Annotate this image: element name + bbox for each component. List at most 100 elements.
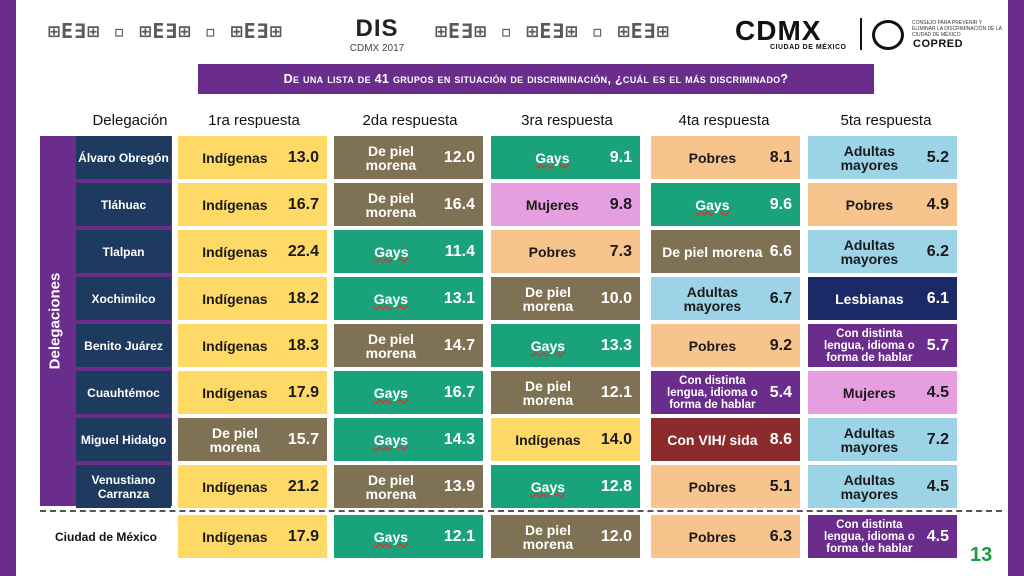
table-cell: Indígenas 21.2	[178, 465, 327, 508]
cell-group-label: Con distinta lengua, idioma o forma de h…	[824, 518, 915, 555]
table-cell: Adultas mayores 7.2	[808, 418, 957, 461]
cell-group-label: Gays	[530, 478, 566, 495]
cell-group-label: Con distinta lengua, idioma o forma de h…	[667, 374, 758, 411]
cell-percentage: 8.1	[769, 148, 792, 166]
cell-group-label: Pobres	[688, 149, 737, 166]
table-cell: Pobres 4.9	[808, 183, 957, 226]
cell-percentage: 9.8	[609, 195, 632, 213]
cell-group-label: Gays	[530, 337, 566, 354]
table-cell: De piel morena 12.0	[491, 515, 640, 558]
cell-percentage: 11.4	[444, 242, 475, 260]
cell-percentage: 18.3	[287, 336, 319, 354]
cell-percentage: 4.9	[926, 195, 949, 213]
cell-percentage: 4.5	[926, 527, 949, 545]
cell-group-label: Pobres	[528, 243, 577, 260]
table-cell: Lesbianas 6.1	[808, 277, 957, 320]
cell-group-label: Gays	[373, 528, 409, 545]
cdmx-logo: CDMX	[735, 15, 822, 46]
page-number: 13	[970, 544, 993, 566]
cell-group-label: Con distinta lengua, idioma o forma de h…	[824, 327, 915, 364]
cell-percentage: 5.4	[769, 383, 792, 401]
cell-group-label: De piel morena	[365, 471, 417, 502]
cell-group-label: De piel morena	[522, 521, 574, 552]
cell-group-label: Pobres	[688, 478, 737, 495]
table-cell: Indígenas 13.0	[178, 136, 327, 179]
cell-group-label: Indígenas	[202, 337, 268, 354]
cell-group-label: Mujeres	[842, 384, 896, 401]
dis-logo-year: CDMX 2017	[349, 43, 405, 54]
column-header-3: 3ra respuesta	[521, 112, 613, 129]
table-cell: Con VIH/ sida 8.6	[651, 418, 800, 461]
table-cell: Pobres 9.2	[651, 324, 800, 367]
cell-group-label: Mujeres	[525, 196, 579, 213]
cell-group-label: Indígenas	[515, 431, 581, 448]
table-cell: Indígenas 22.4	[178, 230, 327, 273]
copred-emblem-icon	[872, 20, 904, 50]
cell-percentage: 4.5	[926, 383, 949, 401]
table-cell: Indígenas 17.9	[178, 515, 327, 558]
table-cell: De piel morena 10.0	[491, 277, 640, 320]
cell-percentage: 17.9	[287, 383, 319, 401]
cell-percentage: 13.9	[443, 477, 475, 495]
table-cell: Gays 9.6	[651, 183, 800, 226]
cell-percentage: 16.7	[443, 383, 475, 401]
cell-percentage: 12.1	[600, 383, 632, 401]
delegacion-name: Cuauhtémoc	[76, 371, 171, 414]
delegacion-name: Xochimilco	[76, 277, 171, 320]
cell-percentage: 15.7	[287, 430, 319, 448]
table-cell: De piel morena 16.4	[334, 183, 483, 226]
cell-group-label: Indígenas	[202, 528, 268, 545]
column-header-delegacion: Delegación	[92, 112, 168, 129]
table-cell: Mujeres 9.8	[491, 183, 640, 226]
right-edge-bar	[1008, 0, 1024, 576]
cell-percentage: 9.2	[769, 336, 792, 354]
cell-group-label: Gays	[373, 431, 409, 448]
column-header-1: 1ra respuesta	[208, 112, 300, 129]
cell-percentage: 12.1	[443, 527, 475, 545]
cell-percentage: 13.3	[600, 336, 632, 354]
table-cell: Con distinta lengua, idioma o forma de h…	[651, 371, 800, 414]
table-cell: Indígenas 18.3	[178, 324, 327, 367]
cell-percentage: 16.4	[443, 195, 475, 213]
cell-percentage: 4.5	[926, 477, 949, 495]
table-cell: De piel morena 14.7	[334, 324, 483, 367]
table-cell: Adultas mayores 6.7	[651, 277, 800, 320]
table-cell: Gays 11.4	[334, 230, 483, 273]
cell-percentage: 10.0	[600, 289, 632, 307]
table-cell: De piel morena 12.0	[334, 136, 483, 179]
delegaciones-side-label: Delegaciones	[46, 272, 64, 370]
cell-percentage: 14.7	[443, 336, 475, 354]
table-cell: Gays 12.1	[334, 515, 483, 558]
table-cell: Pobres 6.3	[651, 515, 800, 558]
table-cell: De piel morena 15.7	[178, 418, 327, 461]
cdmx-row-label: Ciudad de México	[54, 529, 158, 544]
cell-percentage: 14.3	[443, 430, 475, 448]
cell-percentage: 6.7	[769, 289, 792, 307]
column-header-5: 5ta respuesta	[840, 112, 932, 129]
table-cell: Gays 9.1	[491, 136, 640, 179]
cell-group-label: Indígenas	[202, 196, 268, 213]
cell-group-label: Gays	[373, 384, 409, 401]
cdmx-logo-subtitle: CIUDAD DE MÉXICO	[770, 44, 847, 51]
table-cell: De piel morena 6.6	[651, 230, 800, 273]
copred-logo: COPRED	[913, 38, 964, 50]
table-cell: Gays 16.7	[334, 371, 483, 414]
cell-group-label: Pobres	[688, 337, 737, 354]
cell-group-label: De piel morena	[662, 243, 763, 260]
cell-group-label: Indígenas	[202, 243, 268, 260]
cell-percentage: 6.2	[926, 242, 949, 260]
cell-percentage: 5.7	[926, 336, 949, 354]
cell-percentage: 8.6	[769, 430, 792, 448]
table-cell: De piel morena 12.1	[491, 371, 640, 414]
decorative-pattern-left: ⊞E∃⊞ ▫ ⊞E∃⊞ ▫ ⊞E∃⊞	[48, 19, 283, 43]
cell-group-label: Gays	[695, 196, 730, 213]
cell-percentage: 13.0	[287, 148, 319, 166]
delegacion-name: Tláhuac	[76, 183, 171, 226]
cell-group-label: Indígenas	[202, 149, 268, 166]
copred-full-name: CONSEJO PARA PREVENIR Y ELIMINAR LA DISC…	[912, 20, 1002, 38]
cell-percentage: 9.6	[769, 195, 792, 213]
table-cell: Gays 13.3	[491, 324, 640, 367]
cell-percentage: 6.6	[769, 242, 792, 260]
cell-group-label: Pobres	[688, 528, 737, 545]
cell-percentage: 21.2	[287, 477, 319, 495]
